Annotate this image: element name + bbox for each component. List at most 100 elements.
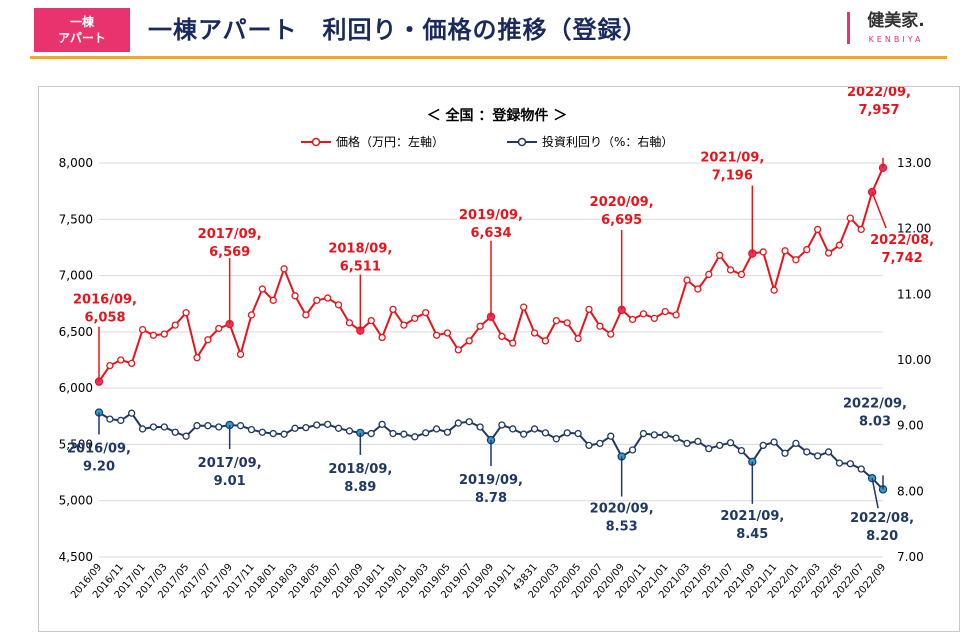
left-tick-label: 4,500 (59, 550, 93, 564)
price-point (552, 316, 560, 325)
yield-point (770, 438, 778, 446)
logo-accent-bar (847, 12, 850, 44)
yield-point (128, 409, 136, 417)
annotation-value: 9.01 (214, 474, 246, 489)
price-point (639, 310, 648, 318)
price-point (443, 329, 452, 337)
category-badge: 一棟 アパート (34, 8, 130, 52)
price-point (509, 339, 517, 347)
price-point (160, 330, 168, 338)
brand-logo: 健美家. KENBIYA (847, 8, 939, 52)
annotation-leader (871, 478, 879, 509)
annotation-leader (871, 191, 887, 229)
price-point (498, 332, 506, 341)
yield-point (683, 439, 691, 448)
annotation-date: 2021/09, (700, 151, 764, 166)
yield-point (443, 428, 452, 436)
yield-point (824, 448, 833, 456)
annotation-date: 2016/09, (73, 293, 137, 308)
price-point (661, 307, 669, 316)
left-tick-label: 5,500 (59, 437, 93, 451)
price-point (422, 309, 430, 317)
price-point (476, 322, 484, 330)
yield-point (389, 429, 397, 438)
yield-point (302, 423, 310, 432)
price-point (171, 321, 179, 329)
price-point (302, 311, 310, 319)
annotation-value: 6,634 (470, 226, 511, 241)
price-point (215, 324, 223, 333)
yield-point (585, 441, 593, 450)
annotation-value: 7,957 (858, 103, 899, 118)
price-point (400, 321, 408, 329)
yield-point (247, 425, 256, 434)
annotation-date: 2016/09, (67, 442, 131, 457)
yield-point (378, 420, 386, 429)
price-point (324, 294, 332, 302)
yield-point (846, 460, 854, 468)
legend-yield-label: 投資利回り（%：右軸） (542, 134, 673, 149)
annotation-date: 2020/09, (590, 195, 654, 210)
yield-point (171, 428, 179, 436)
price-point (247, 311, 256, 319)
price-point (737, 270, 746, 279)
yield-point (705, 444, 713, 453)
left-tick-label: 8,000 (59, 156, 93, 170)
annotation-date: 2022/08, (850, 511, 914, 526)
price-point (367, 316, 375, 325)
annotation-value: 7,196 (712, 169, 753, 184)
annotation-value: 8.45 (736, 527, 768, 542)
price-point (628, 315, 637, 324)
yield-point (258, 428, 266, 436)
price-point (128, 359, 136, 368)
price-point (824, 249, 833, 257)
left-tick-label: 7,500 (59, 212, 93, 226)
yield-point (650, 431, 658, 439)
price-point (857, 225, 865, 234)
left-tick-label: 5,000 (59, 494, 93, 508)
annotation-value: 8.53 (606, 520, 638, 535)
price-point (334, 301, 343, 309)
right-tick-label: 8.00 (897, 484, 924, 498)
x-axis: 2016/092016/112017/012017/032017/052017/… (69, 562, 888, 601)
yield-point (432, 425, 441, 433)
price-point (792, 256, 800, 264)
price-point (313, 296, 321, 304)
legend-yield-marker (517, 137, 527, 147)
yield-point (716, 441, 724, 450)
yield-point (607, 432, 615, 440)
annotation-value: 6,569 (209, 245, 250, 260)
yield-point (672, 434, 680, 442)
right-tick-label: 11.00 (897, 287, 931, 301)
price-point (389, 305, 397, 313)
price-point (204, 336, 212, 344)
right-tick-label: 7.00 (897, 550, 924, 564)
yield-point (552, 435, 560, 443)
right-tick-label: 9.00 (897, 419, 924, 433)
yield-point (835, 459, 844, 467)
price-point (563, 319, 571, 327)
yield-point (563, 429, 571, 437)
yield-point (541, 429, 550, 437)
yield-point (759, 441, 767, 450)
price-point (759, 248, 767, 256)
yield-point (236, 422, 245, 430)
badge-line-1: 一棟 (69, 15, 94, 29)
price-point (411, 314, 419, 322)
annotation-date: 2021/09, (720, 509, 784, 524)
annotation-date: 2017/09, (198, 456, 262, 471)
annotation-date: 2022/09, (847, 87, 911, 100)
yield-point (215, 423, 223, 431)
annotation-date: 2022/09, (843, 396, 907, 411)
price-point (117, 356, 125, 364)
yield-point (400, 430, 408, 438)
annotation-value: 8.20 (866, 529, 898, 544)
annotation-date: 2019/09, (459, 473, 523, 488)
yield-point (454, 419, 462, 427)
annotation-date: 2020/09, (590, 502, 654, 517)
price-point (846, 214, 854, 222)
price-point (650, 314, 658, 322)
right-axis: 7.00 8.00 9.00 10.00 11.00 12.00 13.00 (897, 156, 931, 564)
yield-point (814, 452, 822, 460)
left-tick-label: 6,500 (59, 325, 93, 339)
